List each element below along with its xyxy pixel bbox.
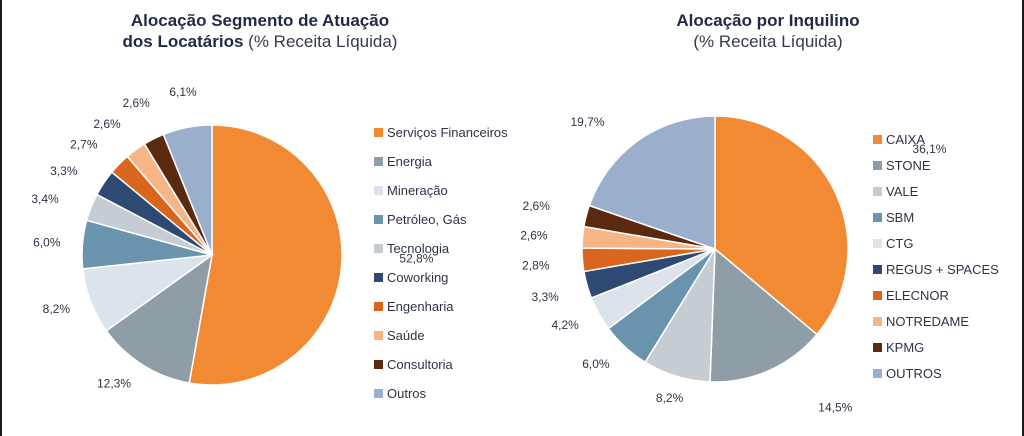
- legend-left-item-8: Consultoria: [374, 350, 508, 379]
- chart-left-subtitle: (% Receita Líquida): [248, 32, 398, 51]
- legend-left-item-9: Outros: [374, 379, 508, 408]
- legend-left-item-1: Energia: [374, 147, 508, 176]
- pie-right-label-0: 36,1%: [912, 142, 946, 156]
- frame-right-border: [1022, 0, 1024, 436]
- legend-left-label-8: Consultoria: [387, 357, 453, 372]
- pie-left-label-1: 12,3%: [97, 377, 131, 391]
- legend-right-swatch-7: [873, 316, 882, 326]
- legend-right-label-6: ELECNOR: [886, 287, 949, 303]
- pie-left-label-4: 3,4%: [31, 192, 59, 206]
- pie-left-slice-9: [162, 124, 213, 256]
- legend-left-label-9: Outros: [387, 386, 427, 401]
- legend-left-label-5: Coworking: [387, 270, 449, 285]
- legend-right-label-0: CAIXA: [886, 131, 926, 147]
- legend-left-item-5: Coworking: [374, 263, 508, 292]
- chart-right-subtitle: (% Receita Líquida): [693, 32, 843, 51]
- pie-left-label-7: 2,6%: [93, 117, 121, 131]
- legend-right-label-8: KPMG: [886, 339, 925, 355]
- pie-right-slice-0: [714, 115, 849, 336]
- legend-right-swatch-0: [873, 134, 882, 144]
- legend-right-item-6: ELECNOR: [873, 282, 999, 308]
- pie-right-slice-1: [709, 247, 818, 383]
- pie-right-label-5: 3,3%: [531, 290, 559, 304]
- legend-right-item-5: REGUS + SPACES: [873, 256, 999, 282]
- legend-left-label-6: Engenharia: [387, 299, 454, 314]
- legend-left-swatch-8: [374, 360, 383, 369]
- legend-right-swatch-1: [873, 160, 882, 170]
- pie-right-label-2: 8,2%: [656, 391, 684, 405]
- legend-left-swatch-1: [374, 157, 383, 166]
- legend-left-label-2: Mineração: [387, 183, 448, 198]
- legend-left-swatch-5: [374, 273, 383, 282]
- chart-left-title-line2: dos Locatários: [122, 32, 244, 51]
- legend-right-label-1: STONE: [886, 157, 931, 173]
- legend-left-item-6: Engenharia: [374, 292, 508, 321]
- legend-right-label-4: CTG: [886, 235, 914, 251]
- legend-left-item-0: Serviços Financeiros: [374, 118, 508, 147]
- legend-right-swatch-8: [873, 342, 882, 352]
- legend-left-swatch-4: [374, 244, 383, 253]
- legend-right-swatch-3: [873, 212, 882, 222]
- legend-left-swatch-0: [374, 128, 383, 137]
- pie-right-label-9: 19,7%: [570, 115, 604, 129]
- chart-left-title: Alocação Segmento de Atuação dos Locatár…: [60, 10, 460, 52]
- legend-left-label-1: Energia: [387, 154, 432, 169]
- legend-right-label-2: VALE: [886, 183, 919, 199]
- legend-left-item-4: Tecnologia: [374, 234, 508, 263]
- legend-left-item-3: Petróleo, Gás: [374, 205, 508, 234]
- pie-right-label-8: 2,6%: [523, 199, 551, 213]
- legend-left-item-7: Saúde: [374, 321, 508, 350]
- legend-right-item-3: SBM: [873, 204, 999, 230]
- legend-left-swatch-2: [374, 186, 383, 195]
- legend-left-label-0: Serviços Financeiros: [387, 125, 508, 140]
- legend-right-item-7: NOTREDAME: [873, 308, 999, 334]
- legend-right-swatch-6: [873, 290, 882, 300]
- pie-left-label-6: 2,7%: [70, 138, 98, 152]
- legend-left-label-7: Saúde: [387, 328, 425, 343]
- legend-right-label-7: NOTREDAME: [886, 313, 970, 329]
- legend-right-swatch-2: [873, 186, 882, 196]
- pie-left-label-0: 52,8%: [399, 251, 433, 265]
- legend-right-label-3: SBM: [886, 209, 915, 225]
- legend-right-item-2: VALE: [873, 178, 999, 204]
- legend-right-swatch-5: [873, 264, 882, 274]
- legend-right: CAIXA STONE VALE SBM CTG REGUS + SPACES ELECNO…: [873, 126, 999, 386]
- chart-left-title-line1: Alocação Segmento de Atuação: [130, 11, 390, 30]
- pie-right-label-6: 2,8%: [522, 259, 550, 273]
- legend-left-swatch-7: [374, 331, 383, 340]
- legend-right-swatch-9: [873, 368, 882, 378]
- pie-left-label-5: 3,3%: [50, 164, 78, 178]
- pie-right-label-3: 6,0%: [582, 357, 610, 371]
- pie-left-label-2: 8,2%: [43, 302, 71, 316]
- legend-right-item-8: KPMG: [873, 334, 999, 360]
- legend-left-swatch-6: [374, 302, 383, 311]
- pie-right-label-4: 4,2%: [551, 318, 579, 332]
- legend-right-label-5: REGUS + SPACES: [886, 261, 999, 277]
- legend-right-item-9: OUTROS: [873, 360, 999, 386]
- legend-left-label-4: Tecnologia: [387, 241, 450, 256]
- chart-right-title-line1: Alocação por Inquilino: [676, 11, 860, 30]
- legend-right-item-1: STONE: [873, 152, 999, 178]
- pie-left-label-3: 6,0%: [33, 236, 61, 250]
- legend-right-item-4: CTG: [873, 230, 999, 256]
- legend-left-swatch-9: [374, 389, 383, 398]
- pie-left-label-9: 6,1%: [169, 85, 197, 99]
- legend-right-item-0: CAIXA: [873, 126, 999, 152]
- legend-right-swatch-4: [873, 238, 882, 248]
- chart-right-title: Alocação por Inquilino (% Receita Líquid…: [568, 10, 968, 52]
- legend-left-label-3: Petróleo, Gás: [387, 212, 467, 227]
- legend-left: Serviços Financeiros Energia Mineração Petr…: [374, 118, 508, 408]
- pie-left-label-8: 2,6%: [122, 96, 150, 110]
- pie-right-slice-9: [588, 115, 716, 251]
- pie-left-slice-1: [105, 253, 214, 384]
- legend-left-item-2: Mineração: [374, 176, 508, 205]
- pie-left-slice-0: [188, 124, 343, 386]
- frame-left-border: [0, 0, 2, 436]
- legend-left-swatch-3: [374, 215, 383, 224]
- legend-right-label-9: OUTROS: [886, 365, 942, 381]
- pie-right-label-7: 2,6%: [520, 228, 548, 242]
- pie-right-label-1: 14,5%: [818, 401, 852, 415]
